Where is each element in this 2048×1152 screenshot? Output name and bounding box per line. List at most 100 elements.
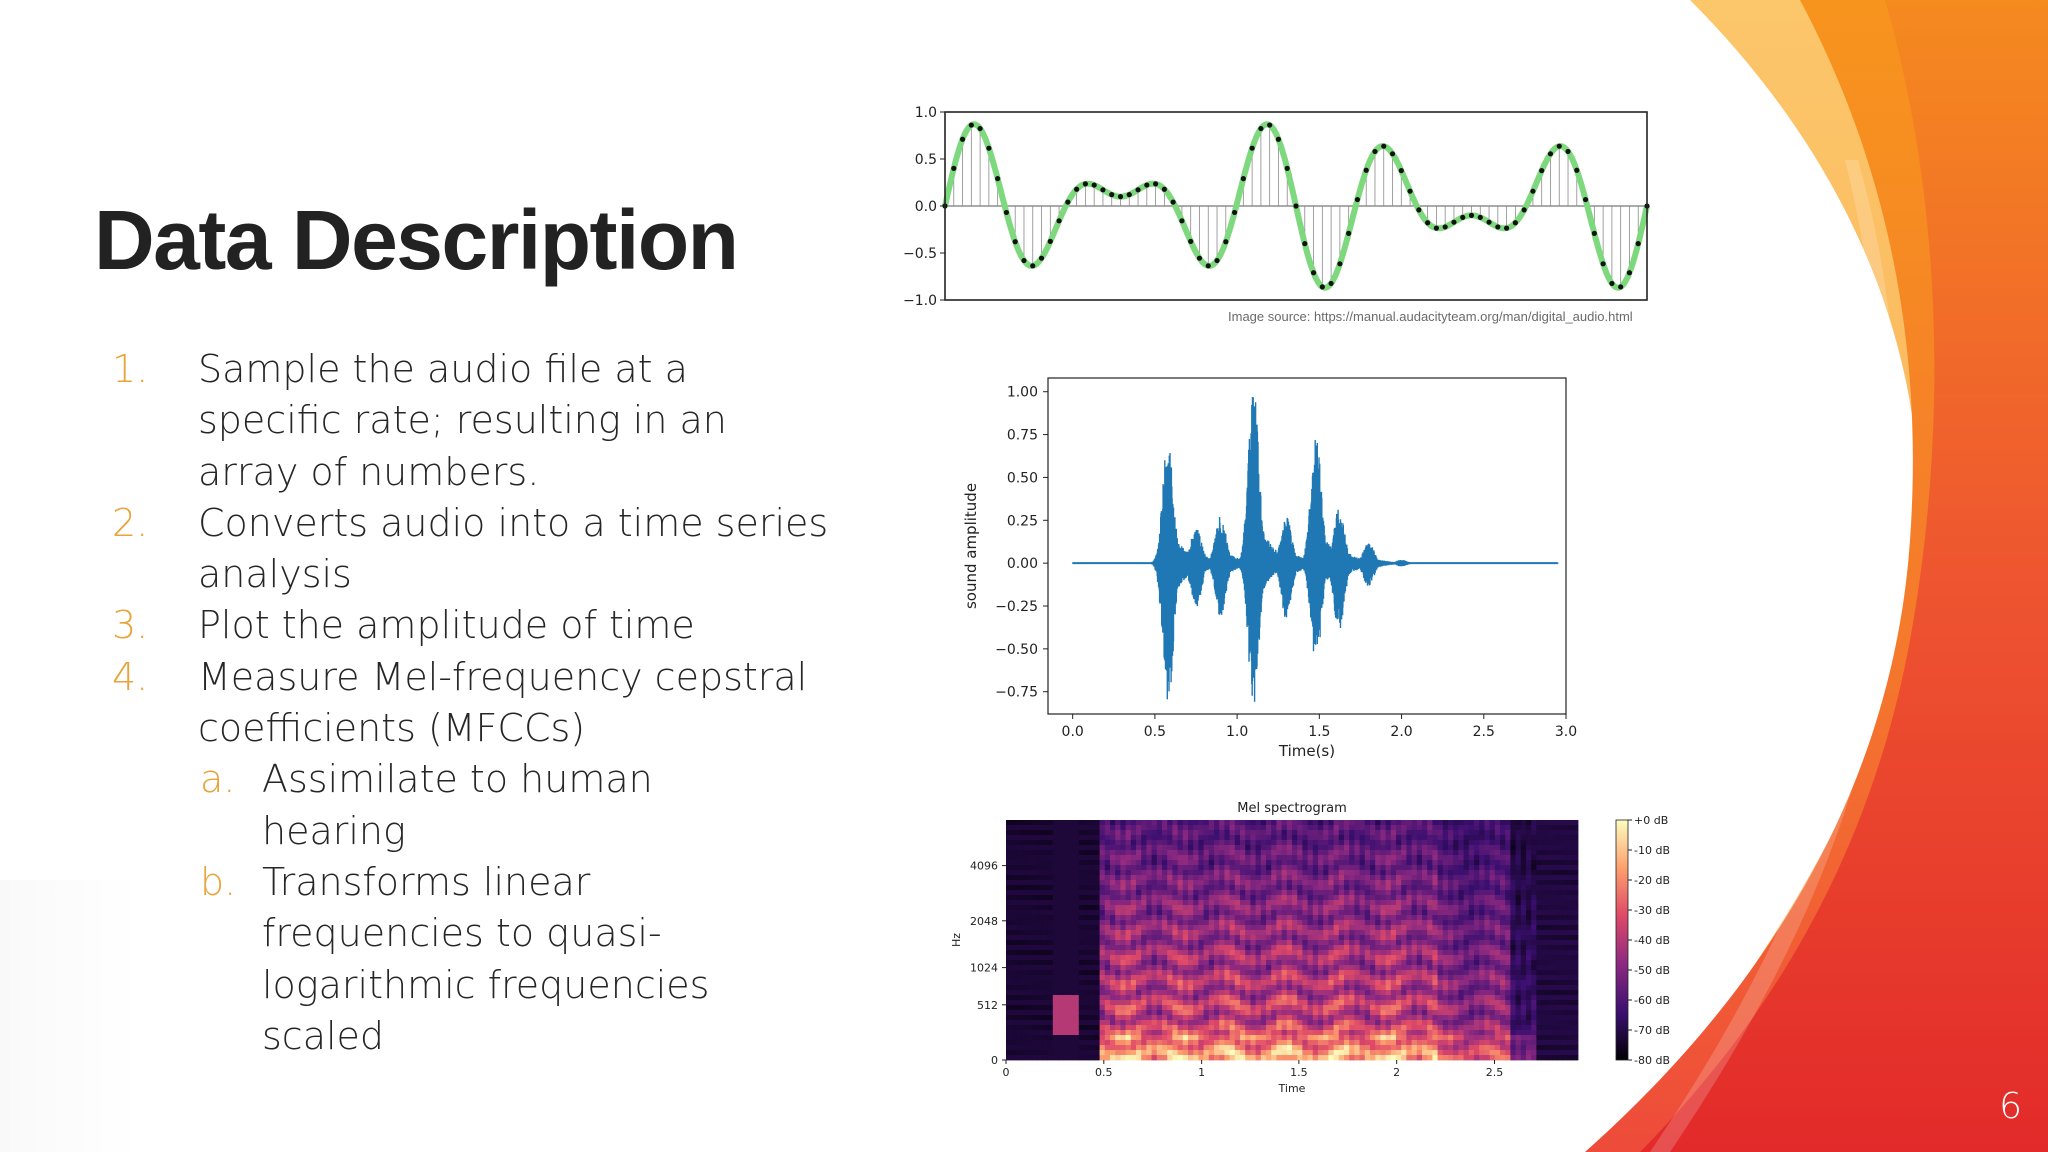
spectrogram-cell (1349, 835, 1355, 841)
spectrogram-cell (1401, 825, 1407, 831)
spectrogram-cell (1058, 1000, 1064, 1006)
spectrogram-cell (1255, 1015, 1262, 1021)
spectrogram-cell (1172, 1030, 1178, 1036)
spectrogram-cell (1500, 835, 1506, 841)
spectrogram-cell (1427, 915, 1433, 921)
spectrogram-cell (1484, 965, 1490, 971)
spectrogram-cell (1172, 820, 1178, 826)
spectrogram-cell (1255, 1010, 1262, 1016)
spectrogram-cell (1266, 860, 1272, 866)
waveform-series (1072, 397, 1559, 702)
spectrogram-cell (1094, 1055, 1100, 1061)
spectrogram-cell (1214, 905, 1220, 911)
spectrogram-cell (1318, 1025, 1324, 1031)
spectrogram-cell (1432, 980, 1438, 986)
spectrogram-cell (1364, 1045, 1371, 1051)
spectrogram-cell (1359, 945, 1366, 951)
spectrogram-cell (1026, 945, 1033, 951)
spectrogram-cell (1281, 1015, 1288, 1021)
spectrogram-cell (1058, 860, 1064, 866)
spectrogram-cell (1182, 910, 1189, 916)
spectrogram-cell (1448, 890, 1454, 896)
spectrogram-cell (1271, 1000, 1277, 1006)
sample-point (1275, 136, 1282, 142)
spectrogram-cell (1250, 835, 1256, 841)
spectrogram-cell (1084, 880, 1090, 886)
spectrogram-cell (1016, 1050, 1022, 1056)
spectrogram-cell (1255, 900, 1262, 906)
spectrogram-cell (1323, 885, 1329, 891)
spectrogram-cell (1380, 940, 1386, 946)
spectrogram-cell (1463, 1005, 1470, 1011)
spectrogram-cell (1505, 860, 1511, 866)
spectrogram-cell (1125, 865, 1132, 871)
spectrogram-cell (1375, 845, 1381, 851)
spectrogram-cell (1515, 1040, 1522, 1046)
spectrogram-cell (1281, 1040, 1288, 1046)
spectrogram-cell (1167, 875, 1173, 881)
spectrogram-cell (1151, 890, 1158, 896)
spectrogram-cell (1474, 985, 1480, 991)
spectrogram-cell (1453, 835, 1459, 841)
spectrogram-cell (1146, 1050, 1152, 1056)
spectrogram-cell (1047, 985, 1054, 991)
spectrogram-cell (1453, 960, 1459, 966)
spectrogram-cell (1505, 890, 1511, 896)
spectrogram-cell (1494, 1030, 1501, 1036)
spectrogram-cell (1115, 935, 1121, 941)
spectrogram-cell (1078, 1025, 1085, 1031)
spectrogram-cell (1198, 980, 1204, 986)
spectrogram-cell (1396, 895, 1402, 901)
spectrogram-cell (1234, 940, 1241, 946)
spectrogram-cell (1229, 1005, 1236, 1011)
spectrogram-cell (1250, 860, 1256, 866)
spectrogram-cell (1375, 1000, 1381, 1006)
spectrogram-cell (1406, 985, 1412, 991)
spectrogram-cell (1156, 1045, 1163, 1051)
spectrogram-cell (1416, 860, 1423, 866)
spectrogram-cell (1146, 965, 1152, 971)
spectrogram-cell (1110, 870, 1116, 876)
spectrogram-cell (1229, 1000, 1236, 1006)
spectrogram-cell (1302, 1035, 1308, 1041)
spectrogram-cell (1011, 895, 1017, 901)
spectrogram-cell (1182, 1000, 1189, 1006)
spectrogram-cell (1255, 920, 1262, 926)
spectrogram-cell (1130, 1005, 1137, 1011)
spectrogram-cell (1437, 1055, 1444, 1061)
spectrogram-cell (1219, 905, 1225, 911)
spectrogram-cell (1110, 970, 1116, 976)
spectrogram-cell (1016, 1020, 1022, 1026)
spectrogram-cell (1401, 845, 1407, 851)
spectrogram-cell (1474, 840, 1480, 846)
spectrogram-cell (1318, 1010, 1324, 1016)
spectrogram-cell (1489, 1010, 1496, 1016)
spectrogram-cell (1354, 980, 1360, 986)
spectrogram-cell (1432, 1035, 1438, 1041)
spectrogram-cell (1364, 840, 1371, 846)
spectrogram-cell (1297, 880, 1303, 886)
sample-point (1600, 261, 1606, 267)
spectrogram-cell (1099, 965, 1106, 971)
spectrogram-cell (1130, 885, 1137, 891)
spectrogram-cell (1390, 1020, 1397, 1026)
spectrogram-cell (1442, 985, 1449, 991)
spectrogram-cell (1151, 1055, 1158, 1061)
spectrogram-cell (1276, 820, 1282, 826)
spectrogram-cell (1390, 995, 1397, 1001)
spectrogram-cell (1396, 870, 1402, 876)
spectrogram-cell (1099, 870, 1106, 876)
spectrogram-cell (1479, 1025, 1485, 1031)
spectrogram-cell (1515, 1050, 1522, 1056)
spectrogram-cell (1448, 965, 1454, 971)
sample-point (1468, 212, 1475, 218)
spectrogram-cell (1458, 985, 1464, 991)
spectrogram-cell (1203, 875, 1210, 881)
spectrogram-cell (1312, 955, 1319, 961)
spectrogram-cell (1125, 975, 1132, 981)
spectrogram-cell (1276, 925, 1282, 931)
spectrogram-cell (1120, 860, 1126, 866)
spectrogram-cell (1104, 990, 1111, 996)
spectrogram-cell (1047, 1025, 1054, 1031)
spectrogram-cell (1198, 1020, 1204, 1026)
